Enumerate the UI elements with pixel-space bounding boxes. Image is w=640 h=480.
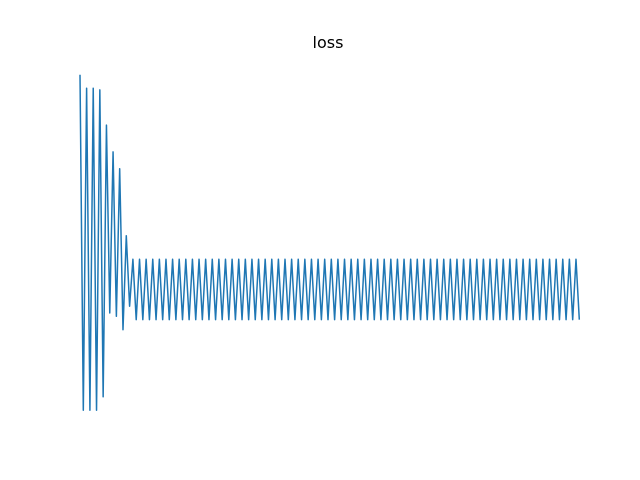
chart-title: loss [312,33,344,52]
series-layer [79,74,581,411]
series-line-0 [79,74,581,411]
